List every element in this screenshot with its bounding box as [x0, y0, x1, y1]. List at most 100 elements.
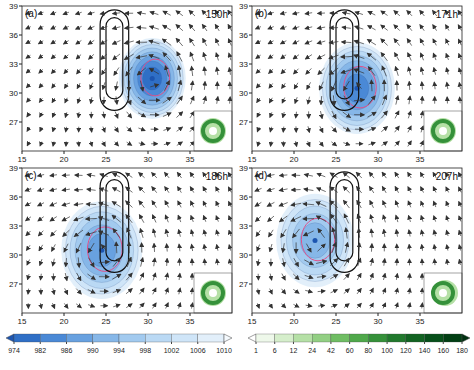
wind-vector	[27, 113, 30, 117]
wind-vector	[153, 288, 156, 294]
wind-vector	[113, 12, 121, 14]
wind-vector	[166, 273, 167, 280]
wind-vector	[166, 288, 168, 294]
wind-vector	[330, 13, 338, 14]
wind-vector	[86, 203, 96, 205]
wind-vector	[52, 69, 56, 73]
wind-vector	[126, 289, 132, 294]
wind-vector	[396, 274, 397, 280]
wind-vector	[127, 142, 132, 145]
wind-vector	[281, 27, 287, 29]
colorbar-label: 998	[139, 347, 151, 354]
wind-vector	[421, 187, 424, 193]
wind-vector	[113, 40, 121, 44]
wind-vector	[355, 12, 363, 15]
wind-vector	[296, 141, 297, 146]
wind-vector	[257, 245, 260, 251]
wind-vector	[216, 230, 218, 236]
x-tick	[22, 313, 23, 316]
wind-vector	[305, 290, 312, 292]
wind-vector	[126, 187, 133, 192]
wind-vector	[178, 187, 182, 193]
colorbar-label: 160	[437, 347, 449, 354]
wind-vector	[52, 98, 55, 102]
colorbar-label: 42	[327, 347, 335, 354]
x-tick-label: 25	[332, 317, 341, 326]
wind-vector	[355, 26, 363, 29]
wind-vector	[343, 112, 351, 118]
wind-vector	[383, 201, 386, 208]
wind-vector	[317, 276, 326, 277]
wind-vector	[434, 201, 436, 207]
wind-vector	[368, 40, 376, 45]
wind-vector	[459, 54, 461, 60]
wind-vector	[136, 56, 147, 58]
colorbar-tick	[312, 342, 313, 344]
wind-vector	[409, 216, 411, 222]
x-tick-label: 25	[102, 155, 111, 164]
wind-vector	[189, 25, 195, 31]
pressure-level	[334, 61, 380, 116]
x-tick	[420, 151, 421, 154]
wind-vector	[39, 41, 44, 44]
wind-vector	[190, 127, 195, 132]
wind-vector	[87, 274, 95, 280]
colorbar-end	[248, 334, 256, 342]
y-tick-label: 39	[239, 2, 248, 11]
y-tick-label: 36	[239, 31, 248, 40]
wind-vector	[395, 53, 399, 61]
wind-vector	[308, 111, 309, 118]
y-tick	[19, 6, 22, 7]
wind-vector	[77, 69, 81, 74]
wind-vector	[357, 303, 361, 308]
wind-vector	[116, 82, 118, 90]
wind-vector	[422, 274, 423, 280]
wind-vector	[307, 82, 311, 89]
wind-vector	[53, 142, 55, 146]
wind-vector	[256, 84, 260, 88]
wind-vector	[282, 98, 284, 103]
wind-vector	[420, 11, 425, 16]
wind-vector	[370, 273, 373, 280]
wind-vector	[40, 142, 42, 146]
wind-vector	[138, 128, 145, 131]
wind-vector	[126, 304, 132, 308]
wind-vector	[331, 142, 336, 146]
wind-vector	[154, 258, 155, 266]
wind-vector	[112, 202, 120, 207]
wind-vector	[317, 188, 326, 192]
wind-vector	[25, 189, 31, 191]
wind-vector	[341, 70, 351, 73]
colorbar-cell	[119, 334, 145, 342]
wind-vector	[446, 202, 448, 207]
pressure-level	[143, 67, 162, 90]
x-tick-label: 20	[290, 155, 299, 164]
wind-vector	[87, 189, 96, 190]
wind-vector	[394, 11, 400, 16]
wind-vector	[163, 25, 171, 30]
wind-vector	[74, 204, 83, 205]
wind-vector	[165, 66, 168, 77]
wind-vector	[101, 245, 106, 251]
wind-vector	[316, 261, 326, 264]
colorbar-cell	[425, 334, 444, 342]
wind-vector	[409, 274, 410, 280]
wind-vector	[396, 215, 398, 222]
wind-vector	[99, 217, 109, 221]
wind-vector	[177, 142, 182, 145]
wind-vector	[89, 258, 94, 267]
wind-vector	[151, 129, 158, 130]
y-tick-label: 36	[9, 193, 18, 202]
wind-vector	[127, 96, 130, 104]
wind-vector	[344, 258, 349, 266]
precip-colorbar: 161224426080100120140160180	[248, 334, 470, 354]
wind-vector	[202, 25, 207, 31]
colorbar-cell	[387, 334, 406, 342]
wind-vector	[292, 175, 300, 176]
inset	[424, 111, 462, 151]
pressure-level	[121, 41, 183, 116]
wind-vector	[64, 303, 68, 308]
forcing-contour	[106, 18, 123, 99]
wind-vector	[396, 259, 397, 266]
wind-vector	[317, 216, 326, 222]
